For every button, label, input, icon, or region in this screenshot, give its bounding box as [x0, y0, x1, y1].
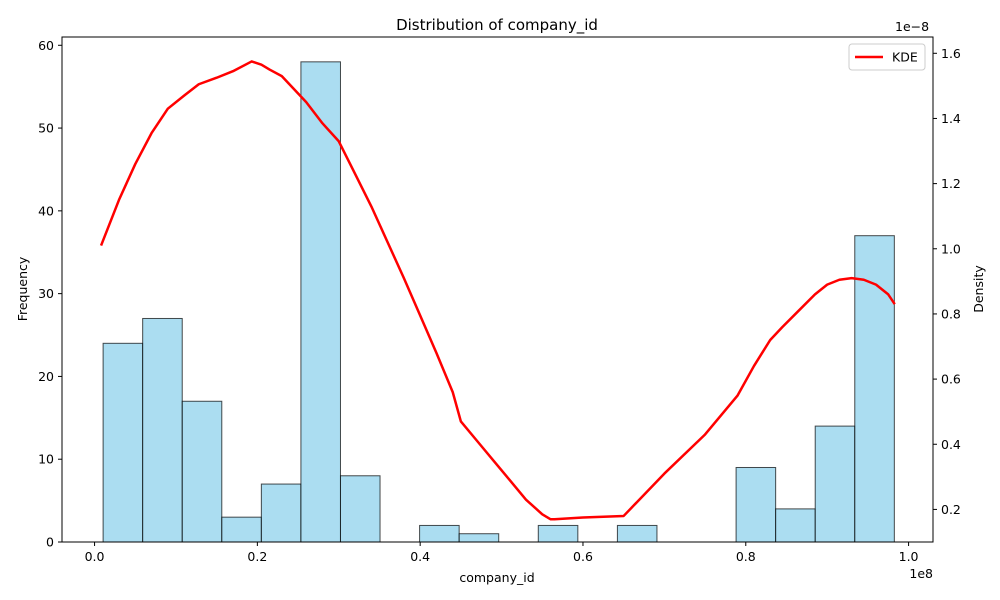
- y2-tick-label: 1.0: [941, 241, 961, 256]
- y-tick-label: 10: [38, 452, 54, 467]
- histogram-bar: [300, 61, 341, 543]
- histogram-bar: [458, 533, 500, 543]
- histogram-bar: [814, 425, 856, 543]
- histogram-bar: [775, 508, 816, 543]
- x-tick-label: 0.2: [247, 549, 267, 564]
- kde-layer: [99, 60, 896, 521]
- y2-tick-label: 0.4: [941, 437, 961, 452]
- kde-line: [99, 60, 896, 521]
- y2-tick-label: 0.6: [941, 372, 961, 387]
- y2-tick-label: 1.4: [941, 111, 961, 126]
- x-offset-text: 1e8: [909, 566, 933, 581]
- y-tick-label: 40: [38, 203, 54, 218]
- histogram-bar: [735, 466, 777, 543]
- x-tick-label: 0.4: [410, 549, 430, 564]
- chart-title: Distribution of company_id: [396, 16, 598, 35]
- y2-tick-label: 1.2: [941, 176, 961, 191]
- x-axis-label: company_id: [459, 570, 534, 585]
- x-tick-label: 0.0: [85, 549, 105, 564]
- y2-axis-label: Density: [971, 265, 986, 313]
- x-tick-label: 0.8: [736, 549, 756, 564]
- legend-frame: [848, 43, 926, 71]
- y-tick-label: 50: [38, 121, 54, 136]
- y-tick-label: 20: [38, 369, 54, 384]
- histogram-bar: [537, 524, 579, 543]
- histogram-bar: [419, 524, 460, 543]
- y2-offset-text: 1e−8: [895, 19, 929, 34]
- histogram-bar: [142, 317, 183, 543]
- plot-frame: [61, 36, 934, 543]
- bars-layer: [102, 61, 895, 543]
- histogram-bar: [102, 342, 144, 543]
- histogram-bar: [854, 235, 895, 543]
- x-tick-label: 1.0: [899, 549, 919, 564]
- histogram-bar: [221, 516, 262, 543]
- y-tick-label: 30: [38, 286, 54, 301]
- legend-kde-label: KDE: [892, 50, 918, 65]
- y2-tick-label: 0.8: [941, 306, 961, 321]
- histogram-bar: [616, 524, 658, 543]
- histogram-bar: [339, 475, 381, 543]
- y-tick-label: 60: [38, 38, 54, 53]
- x-tick-label: 0.6: [573, 549, 593, 564]
- legend: KDE: [848, 43, 926, 71]
- y-axis-label: Frequency: [15, 256, 30, 321]
- y2-tick-label: 0.2: [941, 502, 961, 517]
- axes-layer: 0.0 0.2 0.4 0.6 0.8 1.0 0 10 20 30 40 50 60 0.2 0.4 0.6…: [38, 36, 961, 564]
- y2-tick-label: 1.6: [941, 46, 961, 61]
- histogram-bar: [260, 483, 302, 543]
- histogram-bar: [181, 400, 223, 543]
- y-tick-label: 0: [46, 535, 54, 550]
